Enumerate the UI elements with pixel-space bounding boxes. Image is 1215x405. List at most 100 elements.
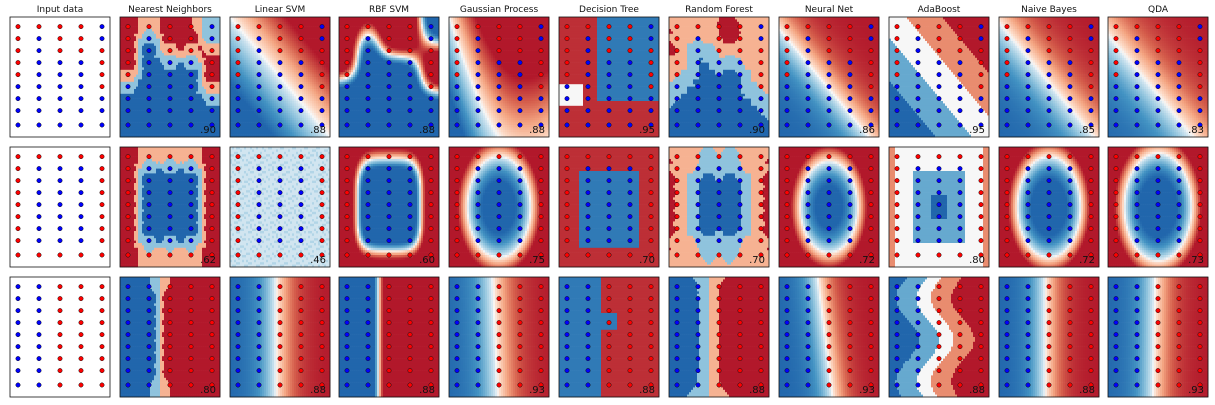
data-point xyxy=(958,108,962,112)
data-point xyxy=(320,308,324,312)
data-point xyxy=(16,123,20,127)
data-point xyxy=(408,48,412,52)
data-point xyxy=(607,284,611,288)
data-point xyxy=(497,368,501,372)
data-point xyxy=(100,123,104,127)
score-label: .93 xyxy=(859,385,875,396)
data-point xyxy=(958,48,962,52)
data-point xyxy=(628,226,632,230)
data-point xyxy=(1198,178,1202,182)
data-point xyxy=(168,202,172,206)
data-point xyxy=(1047,24,1051,28)
data-point xyxy=(79,24,83,28)
data-point xyxy=(37,72,41,76)
data-point xyxy=(126,356,130,360)
data-point xyxy=(785,253,789,257)
data-point xyxy=(126,344,130,348)
data-point xyxy=(58,356,62,360)
data-point xyxy=(299,332,303,336)
panel-r1-c9: .72 xyxy=(999,147,1099,267)
data-point xyxy=(147,190,151,194)
data-point xyxy=(320,344,324,348)
data-point xyxy=(408,166,412,170)
data-point xyxy=(100,36,104,40)
data-point xyxy=(937,123,941,127)
data-point xyxy=(565,123,569,127)
data-point xyxy=(607,332,611,336)
data-point xyxy=(1047,72,1051,76)
panel-r0-c1: .90 xyxy=(120,17,220,137)
data-point xyxy=(147,60,151,64)
data-point xyxy=(1114,190,1118,194)
data-point xyxy=(16,108,20,112)
data-point xyxy=(607,108,611,112)
data-point xyxy=(759,72,763,76)
data-point xyxy=(387,238,391,242)
data-point xyxy=(1114,332,1118,336)
data-point xyxy=(916,60,920,64)
data-point xyxy=(1026,108,1030,112)
data-point xyxy=(100,344,104,348)
data-point xyxy=(1135,154,1139,158)
data-point xyxy=(696,296,700,300)
data-point xyxy=(257,60,261,64)
data-point xyxy=(607,226,611,230)
data-point xyxy=(1198,238,1202,242)
data-point xyxy=(675,48,679,52)
data-point xyxy=(1135,320,1139,324)
data-point xyxy=(1156,36,1160,40)
data-point xyxy=(257,320,261,324)
data-point xyxy=(476,226,480,230)
score-label: .88 xyxy=(749,385,765,396)
data-point xyxy=(1135,296,1139,300)
data-point xyxy=(895,24,899,28)
data-point xyxy=(126,296,130,300)
data-point xyxy=(607,344,611,348)
data-point xyxy=(476,166,480,170)
data-point xyxy=(100,154,104,158)
data-point xyxy=(1156,238,1160,242)
data-point xyxy=(168,356,172,360)
data-point xyxy=(210,48,214,52)
data-point xyxy=(408,84,412,88)
data-point xyxy=(827,238,831,242)
data-point xyxy=(278,344,282,348)
data-point xyxy=(257,356,261,360)
score-label: .93 xyxy=(529,385,545,396)
data-point xyxy=(455,332,459,336)
data-point xyxy=(366,48,370,52)
data-point xyxy=(539,344,543,348)
data-point xyxy=(1068,96,1072,100)
data-point xyxy=(1068,202,1072,206)
data-point xyxy=(320,108,324,112)
data-point xyxy=(806,308,810,312)
data-point xyxy=(958,202,962,206)
data-point xyxy=(565,383,569,387)
data-point xyxy=(869,284,873,288)
decision-surface xyxy=(889,17,989,137)
panel-r0-c8: .95 xyxy=(889,17,989,137)
data-point xyxy=(236,202,240,206)
data-point xyxy=(586,332,590,336)
data-point xyxy=(565,60,569,64)
data-point xyxy=(827,226,831,230)
column-title-3: RBF SVM xyxy=(369,5,409,15)
data-point xyxy=(345,24,349,28)
data-point xyxy=(299,356,303,360)
data-point xyxy=(320,356,324,360)
data-point xyxy=(345,296,349,300)
data-point xyxy=(717,202,721,206)
data-point xyxy=(586,108,590,112)
data-point xyxy=(408,308,412,312)
data-point xyxy=(147,253,151,257)
data-point xyxy=(675,308,679,312)
data-point xyxy=(916,72,920,76)
data-point xyxy=(1156,166,1160,170)
data-point xyxy=(895,108,899,112)
data-point xyxy=(408,284,412,288)
data-point xyxy=(1089,332,1093,336)
score-label: .88 xyxy=(1079,385,1095,396)
panel-r1-c1: .62 xyxy=(120,147,220,267)
data-point xyxy=(1156,48,1160,52)
data-point xyxy=(848,72,852,76)
